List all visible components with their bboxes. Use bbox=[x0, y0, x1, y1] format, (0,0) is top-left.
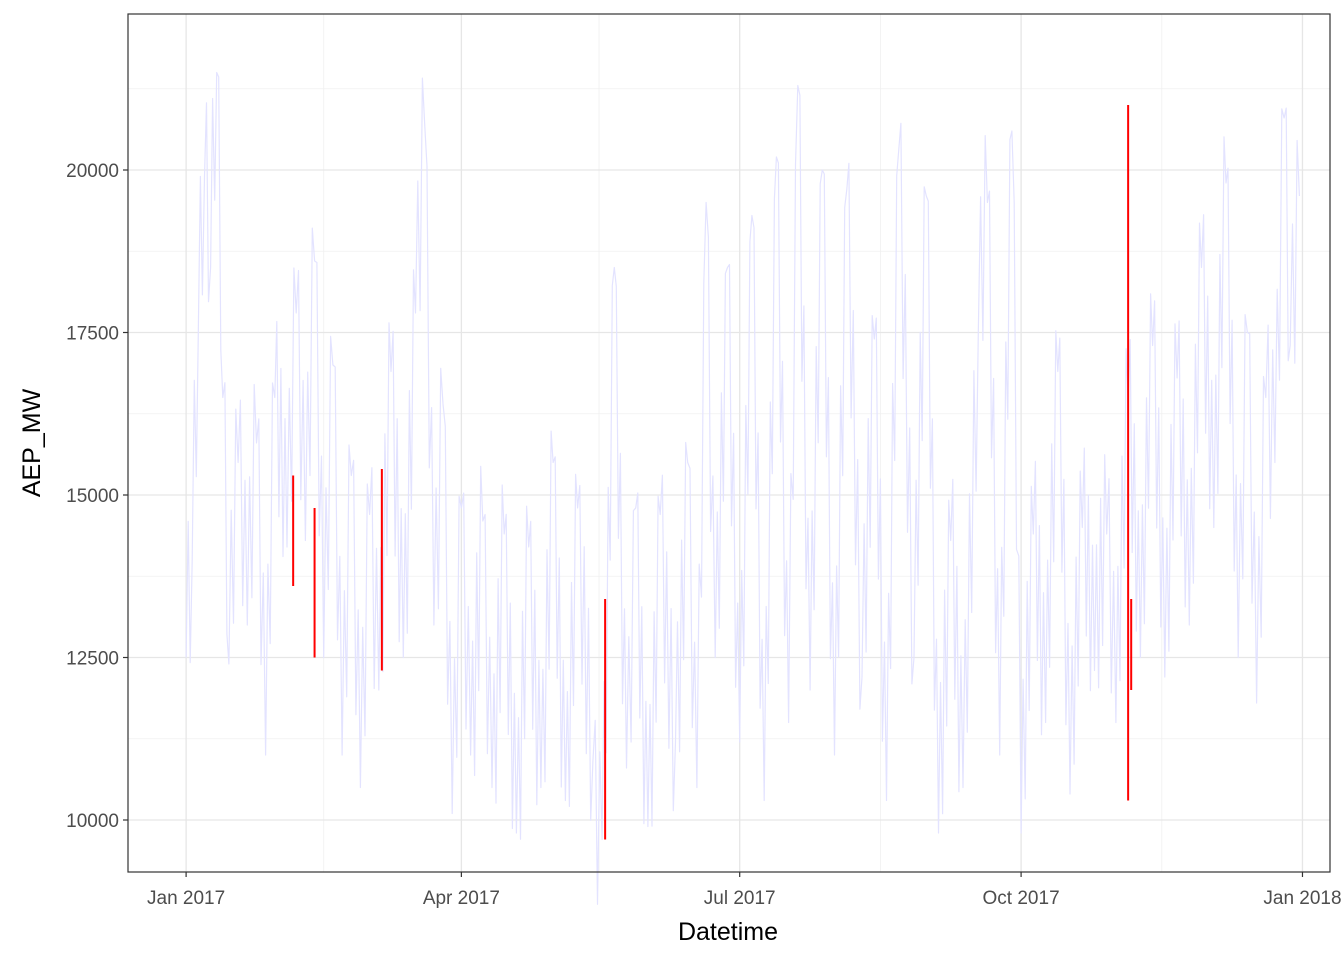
x-tick-label: Jul 2017 bbox=[704, 888, 776, 909]
x-tick-label: Apr 2017 bbox=[423, 888, 500, 909]
plot-panel-border bbox=[127, 13, 1331, 873]
y-tick-label: 17500 bbox=[66, 324, 119, 345]
y-tick-label: 10000 bbox=[66, 811, 119, 832]
y-axis-title: AEP_MW bbox=[18, 388, 46, 497]
demand-series-line bbox=[185, 71, 1300, 905]
x-tick-label: Oct 2017 bbox=[983, 888, 1060, 909]
y-tick-label: 15000 bbox=[66, 486, 119, 507]
series-layer bbox=[185, 71, 1300, 905]
y-tick-label: 12500 bbox=[66, 649, 119, 670]
axis-ticks: 10000 12500 15000 17500 20000 Jan 2017 Apr 201… bbox=[66, 161, 1341, 909]
gridlines bbox=[128, 14, 1330, 872]
x-tick-label: Jan 2017 bbox=[147, 888, 225, 909]
x-tick-label: Jan 2018 bbox=[1263, 888, 1341, 909]
y-tick-label: 20000 bbox=[66, 161, 119, 182]
x-axis-title: Datetime bbox=[678, 918, 778, 946]
